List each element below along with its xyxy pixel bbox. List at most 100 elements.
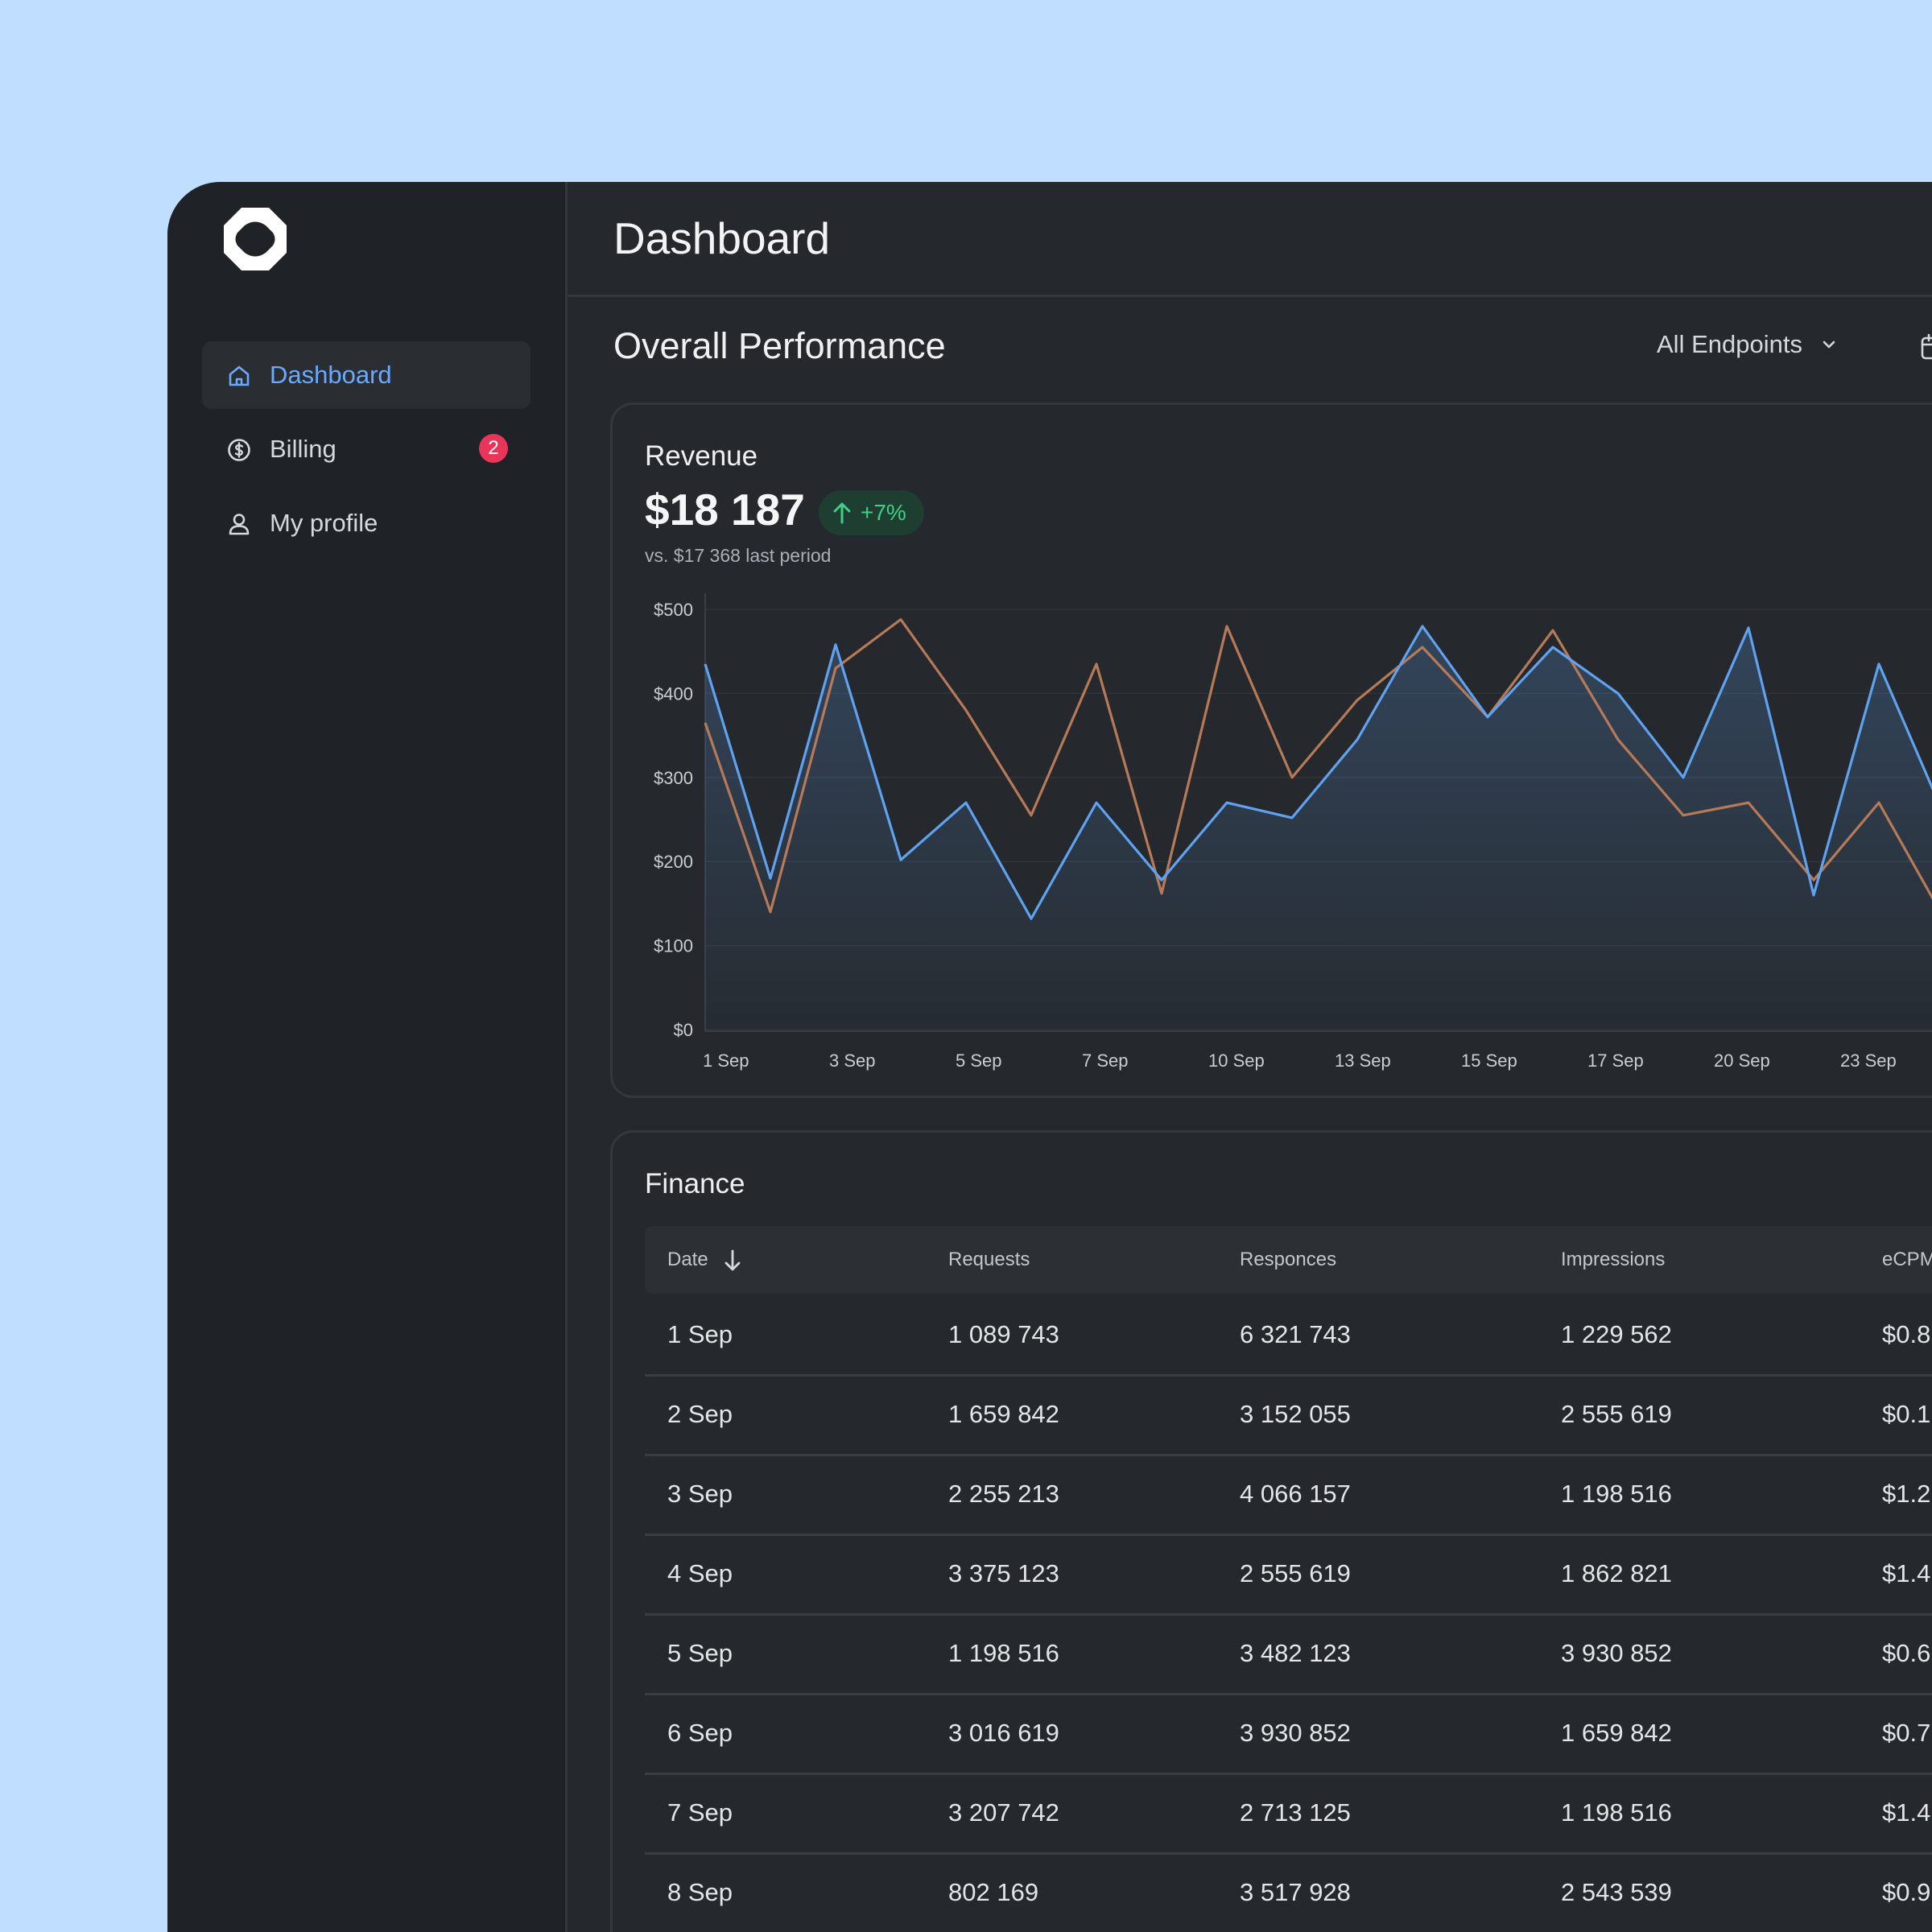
delta-badge: +7% bbox=[819, 490, 924, 535]
column-header-requests[interactable]: Requests bbox=[948, 1249, 1030, 1270]
sidebar-item-label: Dashboard bbox=[270, 361, 392, 389]
cell-impressions: 2 543 539 bbox=[1561, 1878, 1672, 1906]
finance-card: Finance Date Requests Responces Impressi… bbox=[610, 1130, 1932, 1932]
revenue-value: $18 187 bbox=[645, 485, 805, 535]
cell-requests: 3 016 619 bbox=[948, 1719, 1059, 1747]
cell-responces: 3 152 055 bbox=[1240, 1400, 1351, 1428]
sidebar-item-my-profile[interactable]: My profile bbox=[202, 489, 530, 557]
revenue-comparison: vs. $17 368 last period bbox=[645, 545, 832, 566]
chevron-down-icon bbox=[1823, 341, 1835, 349]
table-row[interactable]: 5 Sep 1 198 516 3 482 123 3 930 852 $0.6 bbox=[645, 1613, 1932, 1695]
cell-responces: 3 517 928 bbox=[1240, 1878, 1351, 1906]
cell-responces: 6 321 743 bbox=[1240, 1320, 1351, 1348]
table-row[interactable]: 8 Sep 802 169 3 517 928 2 543 539 $0.9 bbox=[645, 1852, 1932, 1932]
cell-date: 6 Sep bbox=[667, 1719, 733, 1747]
x-tick-label: 3 Sep bbox=[829, 1051, 876, 1071]
x-tick-label: 17 Sep bbox=[1587, 1051, 1644, 1071]
x-tick-label: 20 Sep bbox=[1714, 1051, 1770, 1071]
table-row[interactable]: 6 Sep 3 016 619 3 930 852 1 659 842 $0.7 bbox=[645, 1693, 1932, 1775]
column-header-date[interactable]: Date bbox=[667, 1226, 742, 1294]
cell-responces: 2 555 619 bbox=[1240, 1559, 1351, 1587]
cell-ecpm: $0.7 bbox=[1882, 1719, 1931, 1747]
endpoint-select-value: All Endpoints bbox=[1657, 330, 1802, 358]
cell-impressions: 2 555 619 bbox=[1561, 1400, 1672, 1428]
cell-impressions: 1 659 842 bbox=[1561, 1719, 1672, 1747]
endpoint-select[interactable]: All Endpoints bbox=[1657, 330, 1836, 359]
logo-icon bbox=[224, 208, 287, 270]
cell-requests: 1 198 516 bbox=[948, 1639, 1059, 1667]
cell-impressions: 1 198 516 bbox=[1561, 1480, 1672, 1508]
y-tick-label: $100 bbox=[654, 936, 693, 956]
sidebar: Dashboard Billing 2 My profile bbox=[167, 182, 568, 1932]
cell-ecpm: $1.4 bbox=[1882, 1559, 1931, 1587]
sidebar-item-label: My profile bbox=[270, 509, 378, 537]
cell-date: 4 Sep bbox=[667, 1559, 733, 1587]
cell-responces: 3 930 852 bbox=[1240, 1719, 1351, 1747]
cell-date: 7 Sep bbox=[667, 1798, 733, 1827]
x-tick-label: 10 Sep bbox=[1208, 1051, 1265, 1071]
cell-impressions: 1 198 516 bbox=[1561, 1798, 1672, 1827]
revenue-title: Revenue bbox=[645, 440, 758, 472]
table-row[interactable]: 2 Sep 1 659 842 3 152 055 2 555 619 $0.1 bbox=[645, 1374, 1932, 1456]
x-tick-label: 23 Sep bbox=[1840, 1051, 1897, 1071]
table-row[interactable]: 7 Sep 3 207 742 2 713 125 1 198 516 $1.4 bbox=[645, 1773, 1932, 1855]
revenue-chart: $500 $400 $300 $200 $100 $0 1 Sep 3 Sep 5 Sep 7 S… bbox=[654, 593, 1932, 1071]
table-row[interactable]: 4 Sep 3 375 123 2 555 619 1 862 821 $1.4 bbox=[645, 1534, 1932, 1616]
y-tick-label: $0 bbox=[674, 1020, 693, 1040]
column-header-responces[interactable]: Responces bbox=[1240, 1249, 1337, 1270]
cell-requests: 802 169 bbox=[948, 1878, 1039, 1906]
series-previous-line bbox=[704, 617, 1932, 914]
cell-requests: 1 089 743 bbox=[948, 1320, 1059, 1348]
x-tick-label: 1 Sep bbox=[703, 1051, 749, 1071]
cell-requests: 2 255 213 bbox=[948, 1480, 1059, 1508]
calendar-icon[interactable] bbox=[1920, 333, 1932, 361]
x-tick-label: 5 Sep bbox=[956, 1051, 1002, 1071]
cell-ecpm: $1.4 bbox=[1882, 1798, 1931, 1827]
table-header: Date Requests Responces Impressions eCPM bbox=[645, 1226, 1932, 1294]
cell-requests: 1 659 842 bbox=[948, 1400, 1059, 1428]
table-row[interactable]: 3 Sep 2 255 213 4 066 157 1 198 516 $1.2 bbox=[645, 1454, 1932, 1536]
cell-responces: 2 713 125 bbox=[1240, 1798, 1351, 1827]
x-tick-label: 13 Sep bbox=[1335, 1051, 1391, 1071]
y-tick-label: $200 bbox=[654, 852, 693, 872]
sort-arrow-down-icon bbox=[724, 1249, 741, 1271]
top-bar: Dashboard bbox=[568, 182, 1932, 297]
page-title: Dashboard bbox=[613, 213, 831, 263]
x-tick-label: 7 Sep bbox=[1082, 1051, 1129, 1071]
delta-value: +7% bbox=[861, 500, 906, 525]
user-icon bbox=[229, 514, 250, 535]
cell-date: 1 Sep bbox=[667, 1320, 733, 1348]
cell-requests: 3 375 123 bbox=[948, 1559, 1059, 1587]
home-icon bbox=[229, 365, 250, 386]
cell-requests: 3 207 742 bbox=[948, 1798, 1059, 1827]
cell-impressions: 1 862 821 bbox=[1561, 1559, 1672, 1587]
revenue-card: Revenue $18 187 +7% vs. $17 368 last per… bbox=[610, 402, 1932, 1098]
cell-date: 5 Sep bbox=[667, 1639, 733, 1667]
y-tick-label: $300 bbox=[654, 768, 693, 788]
cell-ecpm: $0.1 bbox=[1882, 1400, 1931, 1428]
column-header-ecpm[interactable]: eCPM bbox=[1882, 1249, 1932, 1270]
x-tick-label: 15 Sep bbox=[1461, 1051, 1517, 1071]
table-row[interactable]: 1 Sep 1 089 743 6 321 743 1 229 562 $0.8 bbox=[645, 1294, 1932, 1377]
cell-date: 2 Sep bbox=[667, 1400, 733, 1428]
y-tick-label: $500 bbox=[654, 600, 693, 620]
series-current-area bbox=[705, 625, 1932, 1030]
series-current-line bbox=[704, 625, 1932, 920]
finance-title: Finance bbox=[645, 1168, 745, 1199]
cell-impressions: 3 930 852 bbox=[1561, 1639, 1672, 1667]
sidebar-item-label: Billing bbox=[270, 435, 336, 463]
column-header-impressions[interactable]: Impressions bbox=[1561, 1249, 1666, 1270]
cell-impressions: 1 229 562 bbox=[1561, 1320, 1672, 1348]
sidebar-item-billing[interactable]: Billing 2 bbox=[202, 415, 530, 483]
y-tick-label: $400 bbox=[654, 683, 693, 704]
arrow-up-icon bbox=[833, 502, 851, 524]
sidebar-item-dashboard[interactable]: Dashboard bbox=[202, 341, 530, 409]
cell-ecpm: $0.6 bbox=[1882, 1639, 1931, 1667]
app-window: Dashboard Billing 2 My profile Dashboard… bbox=[167, 182, 1932, 1932]
cell-responces: 4 066 157 bbox=[1240, 1480, 1351, 1508]
notification-badge: 2 bbox=[479, 434, 508, 463]
cell-ecpm: $0.8 bbox=[1882, 1320, 1931, 1348]
cell-ecpm: $0.9 bbox=[1882, 1878, 1931, 1906]
dollar-circle-icon bbox=[228, 439, 250, 461]
cell-ecpm: $1.2 bbox=[1882, 1480, 1931, 1508]
